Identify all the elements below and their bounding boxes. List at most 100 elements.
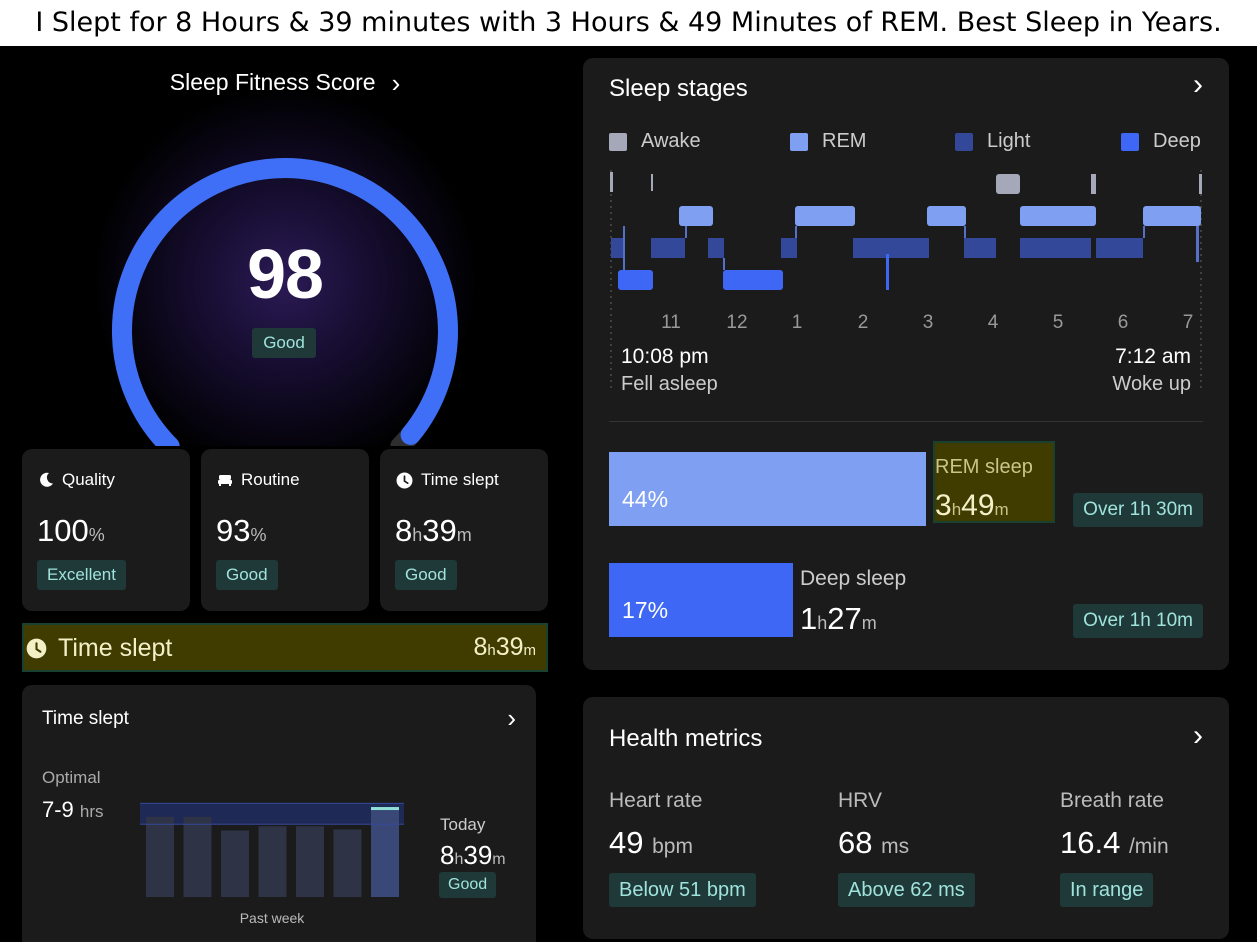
stage-segment-awake — [996, 174, 1020, 194]
sleep-fitness-header[interactable]: Sleep Fitness Score › — [0, 68, 570, 99]
rem-target-badge: Over 1h 30m — [1073, 493, 1203, 527]
optimal-range: 7-9 hrs — [42, 797, 104, 822]
stage-segment-light — [853, 238, 887, 258]
sleep-fitness-panel: Sleep Fitness Score › 98 Good — [0, 46, 570, 446]
deep-target-badge: Over 1h 10m — [1073, 604, 1203, 638]
week-bar — [333, 829, 362, 897]
time-slept-mini-value: 8h39m — [395, 513, 472, 548]
time-tick: 11 — [661, 312, 681, 333]
time-tick: 4 — [987, 312, 999, 333]
optimal-label: Optimal — [42, 768, 101, 787]
fell-asleep-label: Fell asleep — [621, 373, 718, 395]
stage-legend: Awake REM Light Deep — [609, 130, 1203, 152]
stage-segment-rem — [795, 206, 855, 226]
fell-asleep-time: 10:08 pm — [621, 345, 709, 368]
stage-segment-light — [964, 238, 996, 258]
chevron-right-icon: › — [391, 68, 401, 98]
quality-card[interactable]: Quality 100% Excellent — [22, 449, 190, 611]
chevron-right-icon[interactable]: › — [1193, 68, 1203, 101]
deep-percent-bar: 17% — [609, 563, 793, 637]
week-bar — [146, 816, 174, 897]
week-bar — [221, 830, 249, 897]
hrv-value: 68 ms — [838, 825, 910, 860]
awake-swatch — [609, 132, 627, 151]
rem-swatch — [790, 132, 808, 151]
woke-up-label: Woke up — [1112, 373, 1191, 395]
health-metrics-card[interactable]: Health metrics › Heart rate 49 bpm Below… — [583, 697, 1229, 939]
divider — [609, 421, 1203, 422]
legend-deep: Deep — [1121, 130, 1201, 153]
sleep-fitness-score: 98 — [247, 235, 324, 313]
rem-sleep-highlight: REM sleep 3h49m — [933, 441, 1055, 523]
stage-segment-awake — [1199, 174, 1202, 194]
breath-rate-label: Breath rate — [1060, 789, 1164, 812]
optimal-band — [140, 803, 404, 825]
moon-icon — [40, 472, 53, 487]
stage-segment-deep — [723, 270, 783, 290]
past-week-chart — [140, 802, 404, 897]
time-slept-highlight: Time slept 8h39m — [22, 623, 548, 672]
legend-rem: REM — [790, 130, 866, 153]
routine-card[interactable]: Routine 93% Good — [201, 449, 369, 611]
time-slept-mini-label: Time slept — [421, 470, 499, 489]
deep-sleep-label: Deep sleep — [800, 567, 907, 590]
sleep-fitness-title: Sleep Fitness Score — [169, 69, 376, 95]
clock-icon — [396, 472, 413, 488]
breath-rate-metric: Breath rate 16.4 /min In range — [1060, 789, 1169, 907]
breath-rate-badge: In range — [1060, 873, 1154, 907]
today-label: Today — [440, 815, 486, 834]
legend-light: Light — [955, 130, 1030, 153]
time-slept-mini-badge: Good — [395, 560, 457, 590]
hypnogram — [610, 170, 1202, 388]
chevron-right-icon[interactable]: › — [507, 703, 516, 733]
deep-percent: 17% — [622, 597, 669, 623]
quality-badge: Excellent — [37, 560, 126, 590]
routine-card-header: Routine — [217, 470, 300, 490]
hrv-metric: HRV 68 ms Above 62 ms — [838, 789, 975, 907]
hrv-label: HRV — [838, 789, 882, 812]
deep-swatch — [1121, 132, 1139, 151]
time-slept-card[interactable]: Time slept › Optimal 7-9 hrs Past week T… — [22, 685, 536, 942]
stage-segment-light — [1020, 238, 1091, 258]
past-week-label: Past week — [239, 910, 305, 926]
time-tick: 12 — [726, 312, 748, 333]
stage-segment-light — [611, 238, 623, 258]
time-slept-mini-card[interactable]: Time slept 8h39m Good — [380, 449, 548, 611]
heart-rate-metric: Heart rate 49 bpm Below 51 bpm — [609, 789, 756, 907]
stage-segment-awake — [610, 172, 613, 192]
week-bar — [296, 826, 324, 897]
routine-badge: Good — [216, 560, 278, 590]
stage-segment-light — [1096, 238, 1143, 258]
score-gauge — [111, 158, 458, 446]
woke-up-time: 7:12 am — [1115, 345, 1191, 368]
time-tick: 5 — [1052, 312, 1064, 333]
rem-sleep-value: 3h49m — [935, 489, 1009, 522]
highlight-label: Time slept — [58, 634, 173, 662]
sleep-stages-card[interactable]: Sleep stages › Awake REM Light Deep — [583, 58, 1229, 670]
breath-rate-value: 16.4 /min — [1060, 825, 1169, 860]
highlight-value: 8h39m — [473, 633, 536, 661]
today-bar-cap — [371, 807, 399, 811]
stage-segment-rem — [679, 206, 713, 226]
chevron-right-icon[interactable]: › — [1193, 719, 1203, 752]
time-tick: 1 — [791, 312, 803, 333]
stage-segment-light — [887, 238, 929, 258]
week-bar — [258, 826, 287, 897]
quality-label: Quality — [62, 470, 115, 489]
stage-segment-light — [708, 238, 724, 258]
time-tick: 6 — [1117, 312, 1129, 333]
gauge-arc — [111, 158, 458, 446]
health-metrics-title: Health metrics — [609, 725, 763, 752]
light-swatch — [955, 132, 973, 151]
week-bar-today — [371, 807, 399, 897]
heart-rate-label: Heart rate — [609, 789, 703, 812]
legend-awake: Awake — [609, 130, 701, 153]
stage-segment-awake — [651, 174, 653, 191]
bed-icon — [218, 475, 232, 486]
stage-segment-rem — [1020, 206, 1096, 226]
sleep-stages-title: Sleep stages — [609, 75, 748, 102]
time-slept-mini-header: Time slept — [396, 470, 499, 490]
time-tick: 7 — [1182, 312, 1194, 333]
week-bar — [183, 816, 212, 897]
stage-segment-light — [651, 238, 685, 258]
